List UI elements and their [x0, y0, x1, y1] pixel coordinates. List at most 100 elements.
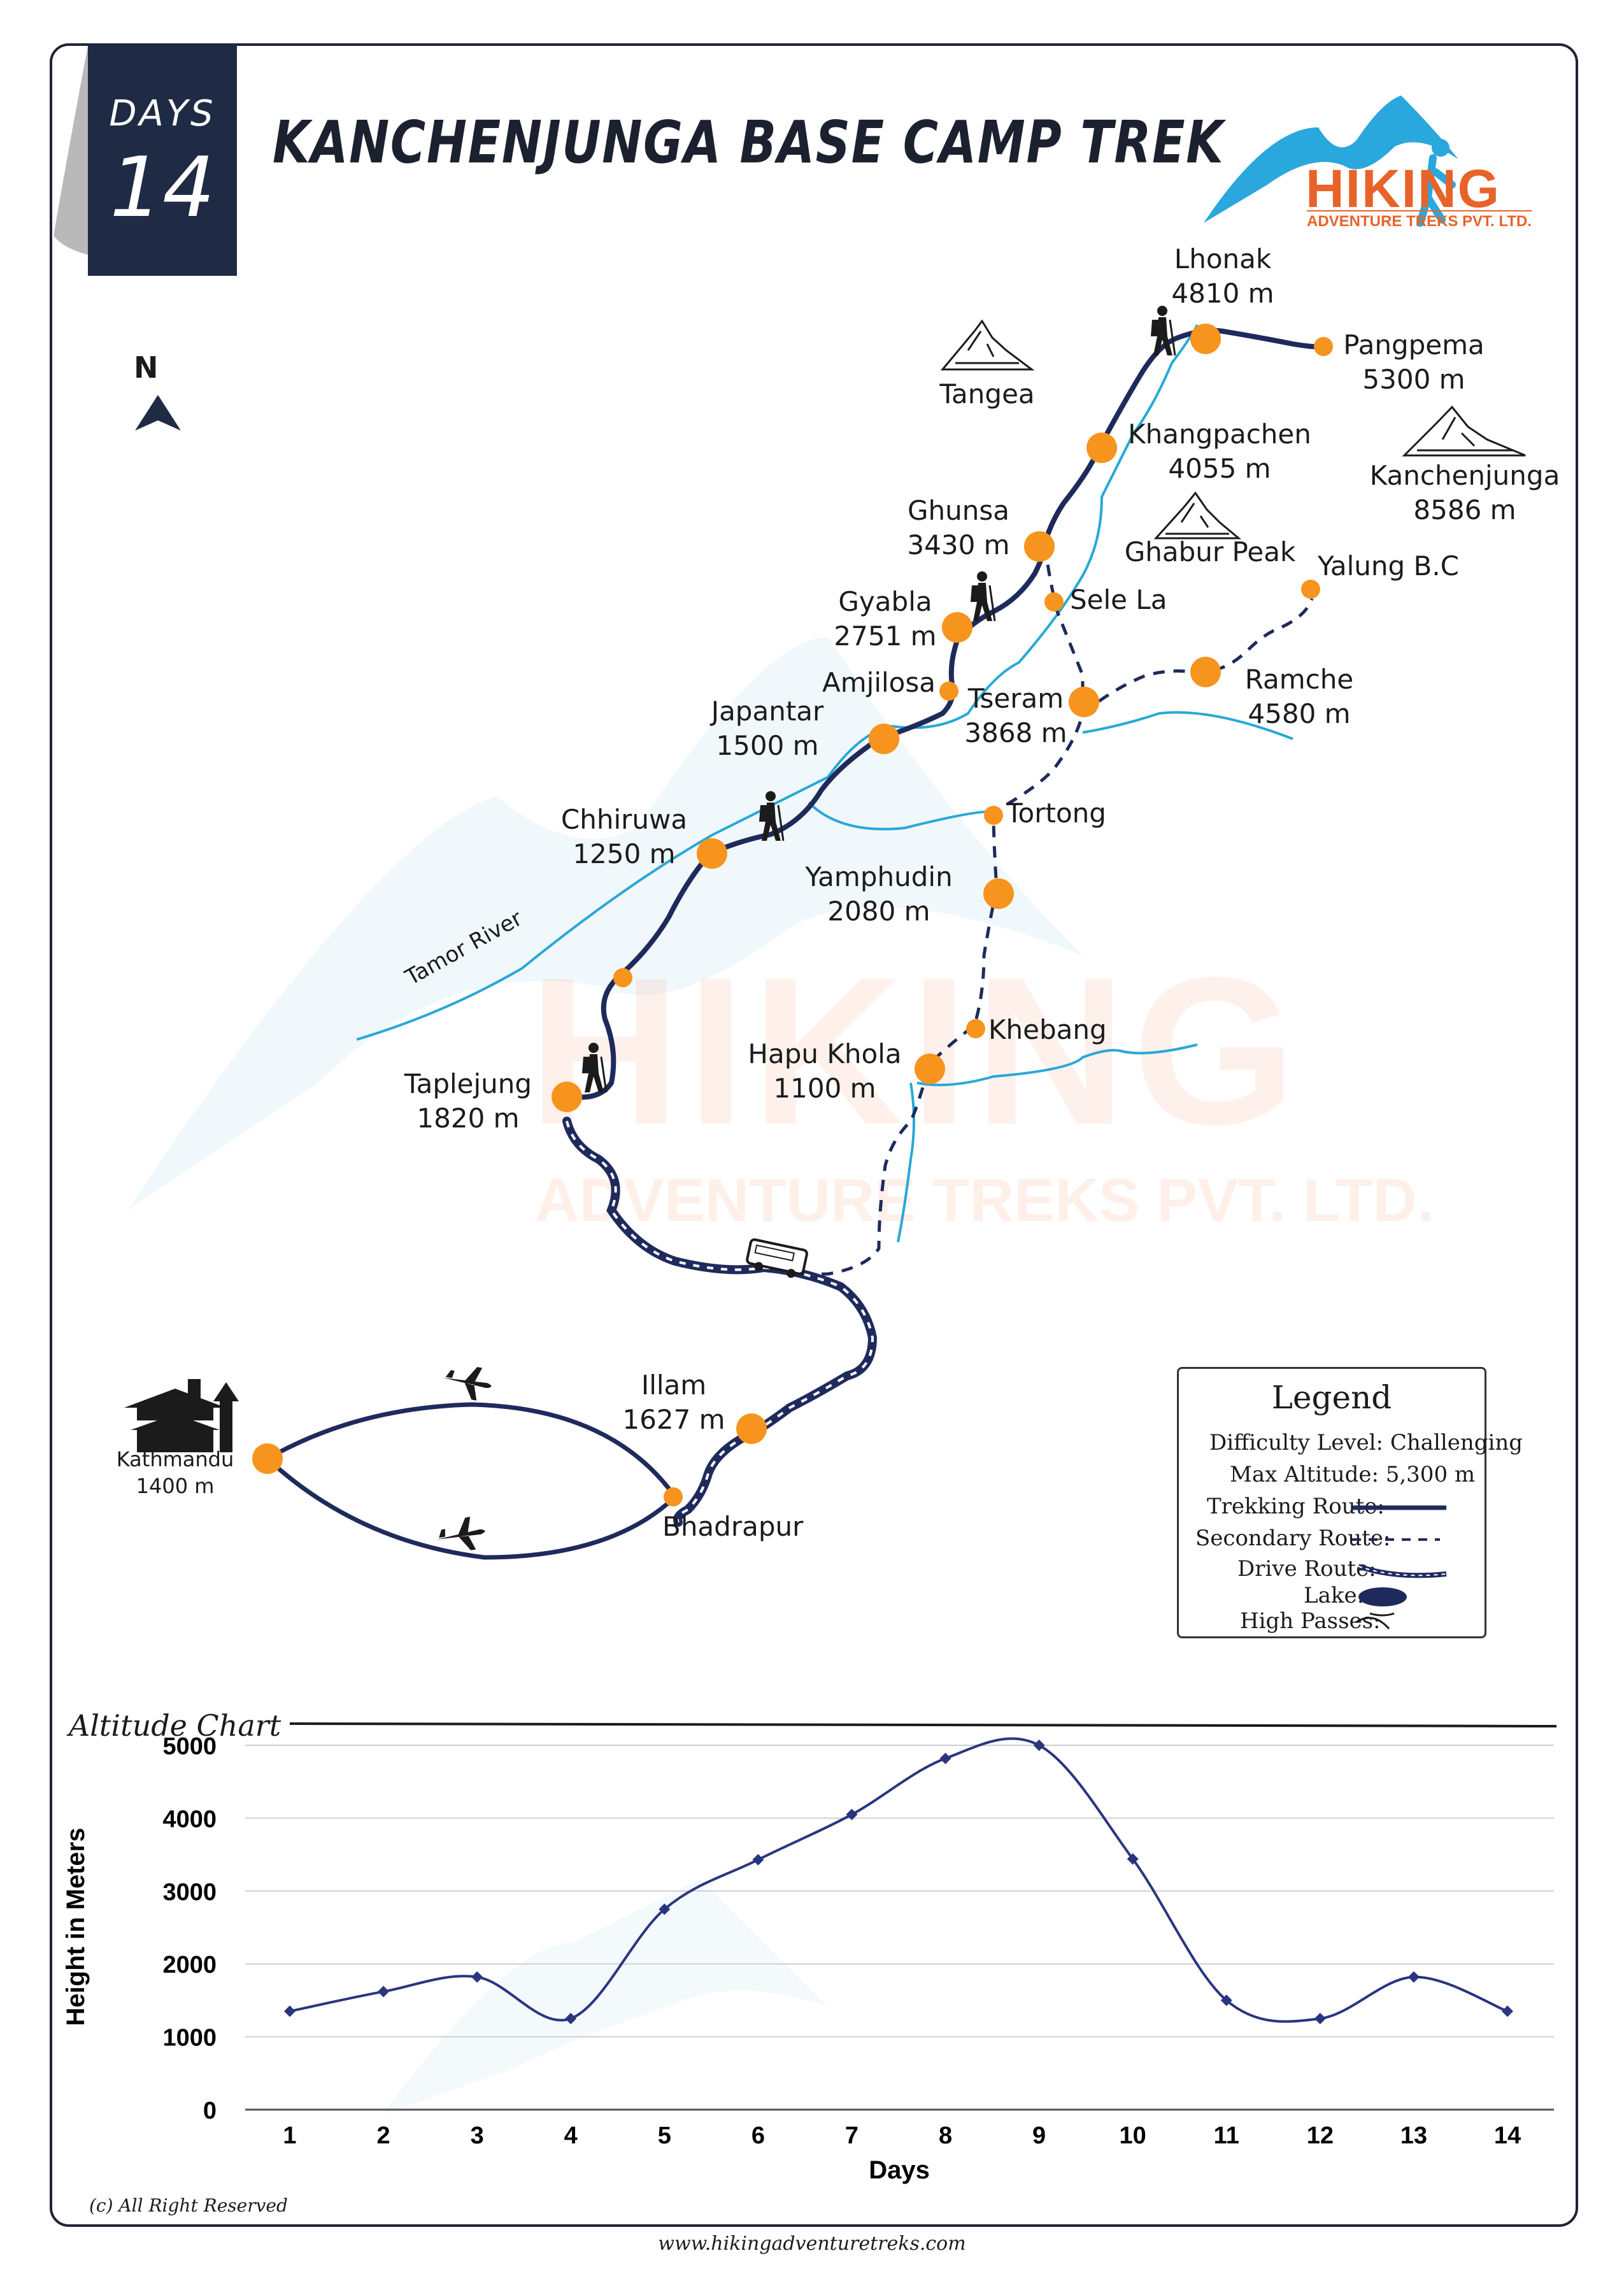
x-tick-label: 7 — [845, 2122, 858, 2149]
y-tick-label: 0 — [203, 2098, 217, 2124]
label-kanchenjunga: Kanchenjunga 8586 m — [1369, 460, 1560, 525]
data-point — [471, 1971, 483, 1983]
label-yalung: Yalung B.C — [1317, 550, 1460, 582]
label-tangea: Tangea — [939, 378, 1035, 410]
tributary-hapukhola — [916, 1043, 1198, 1087]
legend-drive-route: Drive Route: — [1237, 1556, 1376, 1582]
label-ramche: Ramche 4580 m — [1244, 664, 1354, 729]
label-pangpema: Pangpema 5300 m — [1343, 329, 1485, 395]
x-tick-label: 11 — [1214, 2122, 1239, 2149]
chart-y-ticks: 0 1000 2000 3000 4000 5000 — [162, 1733, 217, 2124]
legend-title: Legend — [1271, 1379, 1392, 1416]
company-logo-mountain-icon — [1204, 96, 1458, 227]
node-japantar — [869, 724, 899, 754]
x-tick-label: 1 — [283, 2122, 296, 2149]
legend-max-altitude: Max Altitude: 5,300 m — [1230, 1462, 1476, 1487]
legend-high-pass-symbol — [1355, 1612, 1395, 1629]
hiker-icon — [759, 791, 785, 841]
label-tortong: Tortong — [1006, 797, 1106, 829]
logo-text: HIKING — [1306, 159, 1500, 218]
hiker-icon — [1151, 306, 1176, 356]
watermark-subtext: ADVENTURE TREKS PVT. LTD. — [535, 1166, 1434, 1234]
node-pangpema — [1314, 337, 1333, 356]
north-label: N — [134, 350, 159, 385]
x-tick-label: 6 — [751, 2122, 765, 2149]
data-point — [565, 2013, 577, 2024]
data-point — [752, 1854, 764, 1866]
airplane-icons — [436, 1367, 492, 1550]
node-tortong — [984, 806, 1003, 825]
legend-symbols — [1352, 1505, 1447, 1629]
data-point — [846, 1808, 858, 1820]
bus-icon — [746, 1238, 808, 1278]
map-legend: Legend Difficulty Level: Challenging Max… — [1177, 1367, 1523, 1638]
label-taplejung: Taplejung 1820 m — [404, 1068, 532, 1134]
label-hapu-khola: Hapu Khola 1100 m — [748, 1038, 902, 1104]
y-tick-label: 1000 — [162, 2025, 217, 2052]
days-label: DAYS — [109, 93, 216, 134]
data-point — [1220, 1994, 1232, 2006]
tributary-tortong — [808, 801, 994, 831]
x-tick-label: 5 — [658, 2122, 671, 2149]
peak-icons — [940, 319, 1526, 540]
y-axis-label: Height in Meters — [62, 1827, 90, 2026]
chart-grid — [245, 1745, 1554, 2111]
website-url: www.hikingadventuretreks.com — [658, 2233, 966, 2255]
data-point — [378, 1985, 390, 1998]
tributary-tseram — [1082, 711, 1293, 740]
days-badge: DAYS 14 — [88, 43, 237, 276]
drive-route — [562, 1117, 878, 1527]
node-amjilosa — [939, 682, 958, 701]
node-lhonak — [1190, 324, 1221, 354]
y-tick-label: 5000 — [162, 1733, 217, 1760]
node-hapukhola — [915, 1054, 945, 1084]
label-sele-la: Sele La — [1070, 584, 1167, 615]
label-amjilosa: Amjilosa — [822, 667, 936, 698]
chart-title-rule — [289, 1722, 1557, 1727]
x-tick-label: 12 — [1307, 2122, 1334, 2149]
node-chhiruwa — [697, 838, 727, 869]
page-title: KANCHENJUNGA BASE CAMP TREK — [273, 108, 1225, 176]
x-tick-label: 9 — [1032, 2122, 1046, 2149]
node-yamphudin — [983, 878, 1014, 909]
kathmandu-temple-icon — [124, 1379, 239, 1452]
chart-x-ticks: 1 2 3 4 5 6 7 8 9 10 11 12 13 14 — [283, 2122, 1521, 2149]
node-ramche — [1190, 657, 1221, 687]
data-point — [1407, 1971, 1420, 1983]
hiker-icon — [971, 571, 996, 622]
label-khangpachen: Khangpachen 4055 m — [1128, 418, 1311, 484]
node-unnamed — [613, 968, 632, 987]
hiker-icon — [582, 1043, 608, 1093]
rivers — [356, 324, 1293, 1243]
label-khebang: Khebang — [988, 1014, 1107, 1045]
node-sele — [1044, 592, 1064, 611]
node-khangpachen — [1086, 433, 1117, 463]
page-curl-decoration — [53, 46, 88, 255]
x-tick-label: 2 — [377, 2122, 390, 2149]
airplane-icon-return — [436, 1517, 485, 1550]
north-arrow-icon — [135, 395, 181, 431]
legend-lake: Lake: — [1304, 1583, 1365, 1608]
y-tick-label: 4000 — [162, 1806, 217, 1833]
x-tick-label: 8 — [939, 2122, 952, 2149]
mountain-icon-tangea — [940, 319, 1035, 371]
data-point — [284, 2005, 296, 2017]
flight-routes — [266, 1402, 677, 1560]
label-illam: Illam 1627 m — [622, 1369, 725, 1435]
node-gyabla — [942, 612, 972, 643]
legend-lake-symbol — [1358, 1587, 1407, 1606]
logo-subtext: ADVENTURE TREKS PVT. LTD. — [1307, 210, 1532, 231]
node-yalung — [1301, 580, 1320, 599]
node-illam — [736, 1413, 767, 1444]
label-bhadrapur: Bhadrapur — [662, 1511, 804, 1542]
data-point — [659, 1903, 671, 1915]
airplane-icon-outbound — [443, 1367, 492, 1401]
y-tick-label: 3000 — [162, 1879, 217, 1906]
copyright-notice: (c) All Right Reserved — [89, 2195, 288, 2216]
page-frame — [50, 43, 1578, 2227]
x-tick-label: 14 — [1494, 2122, 1521, 2149]
node-taplejung — [552, 1082, 582, 1112]
data-point — [1033, 1740, 1045, 1751]
data-point — [1502, 2005, 1513, 2017]
